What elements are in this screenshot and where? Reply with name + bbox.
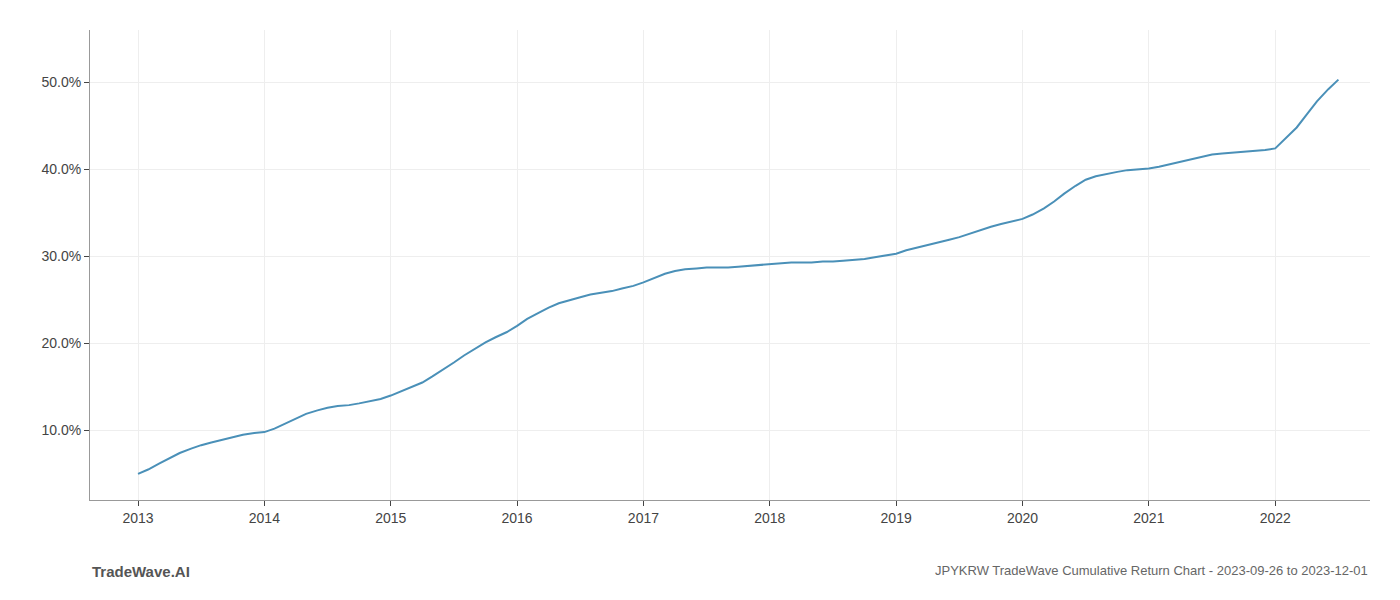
svg-text:2018: 2018 [754, 510, 785, 526]
svg-text:2019: 2019 [881, 510, 912, 526]
svg-text:20.0%: 20.0% [41, 335, 81, 351]
svg-text:JPYKRW TradeWave Cumulative Re: JPYKRW TradeWave Cumulative Return Chart… [935, 563, 1368, 578]
svg-text:2020: 2020 [1007, 510, 1038, 526]
svg-text:30.0%: 30.0% [41, 248, 81, 264]
svg-text:2017: 2017 [628, 510, 659, 526]
svg-text:2014: 2014 [249, 510, 280, 526]
svg-text:50.0%: 50.0% [41, 74, 81, 90]
svg-text:2021: 2021 [1133, 510, 1164, 526]
svg-text:2016: 2016 [502, 510, 533, 526]
svg-text:2015: 2015 [375, 510, 406, 526]
svg-text:TradeWave.AI: TradeWave.AI [92, 563, 190, 580]
svg-text:2022: 2022 [1260, 510, 1291, 526]
svg-text:10.0%: 10.0% [41, 422, 81, 438]
svg-text:40.0%: 40.0% [41, 161, 81, 177]
svg-text:2013: 2013 [122, 510, 153, 526]
